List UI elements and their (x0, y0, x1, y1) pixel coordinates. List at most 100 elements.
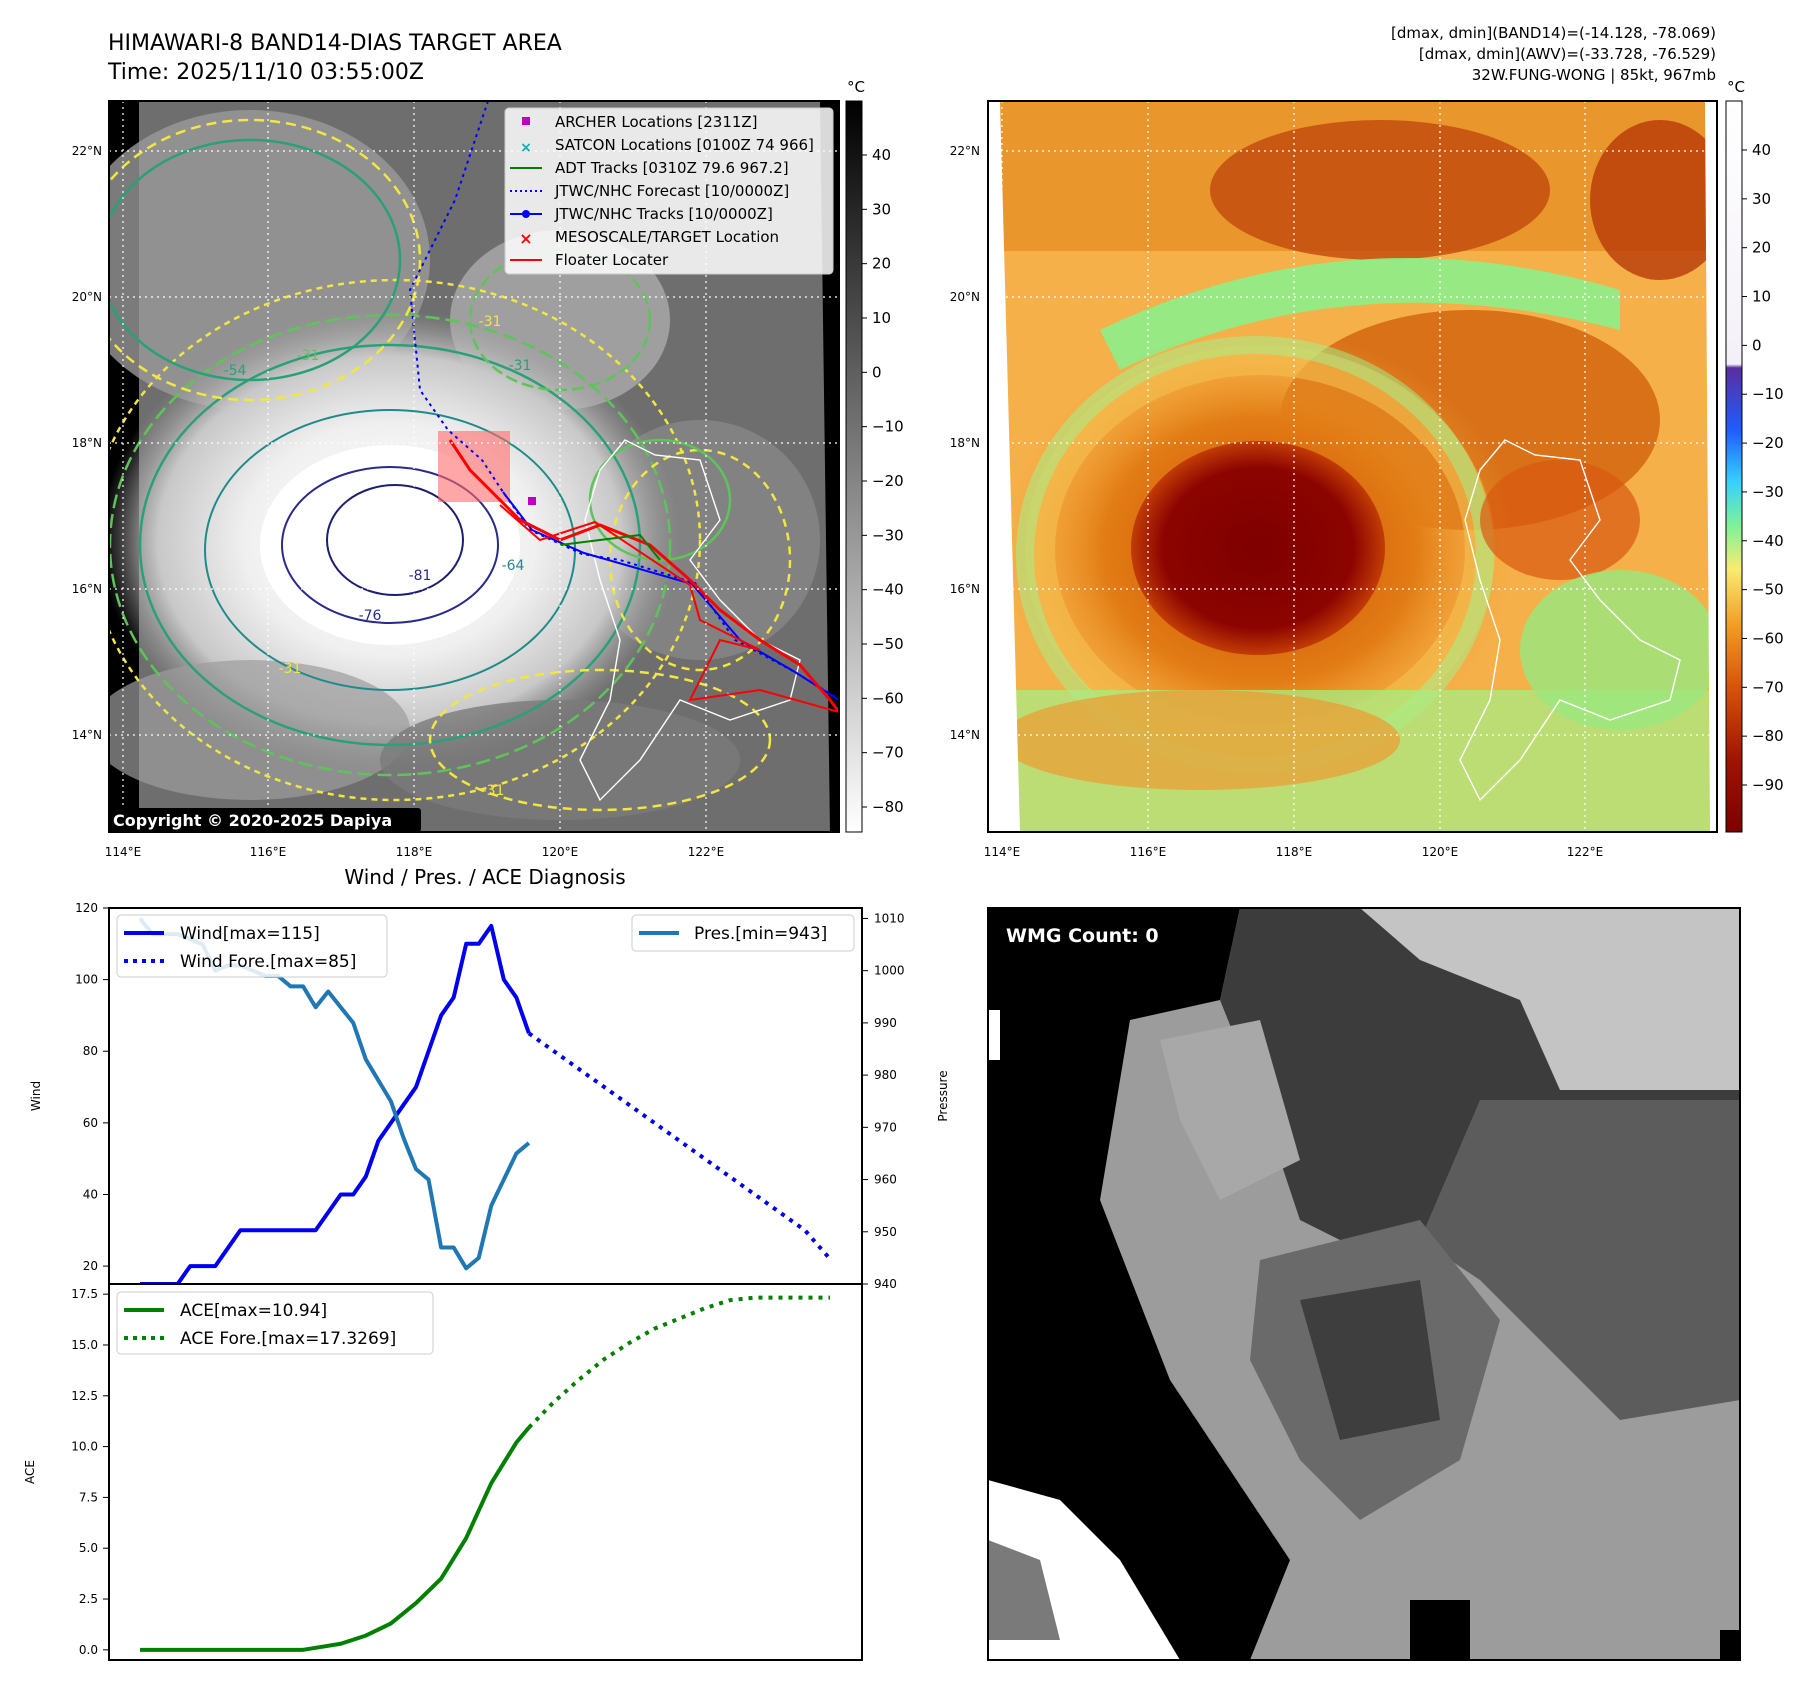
figure-time: Time: 2025/11/10 03:55:00Z (107, 60, 424, 85)
ace-tick-label: 5.0 (79, 1541, 98, 1555)
legend-ace: ACE[max=10.94] (180, 1301, 327, 1321)
legend-wind-fore: Wind Fore.[max=85] (180, 952, 356, 972)
colorbar-tick-label: 30 (1752, 190, 1771, 208)
colorbar-tick-label: −50 (872, 635, 904, 653)
lon-label: 114°E (984, 845, 1021, 859)
wmg-count-label: WMG Count: 0 (1006, 925, 1159, 947)
colorbar-tick-label: −20 (872, 472, 904, 490)
lat-label: 14°N (72, 728, 102, 742)
wmg-count-box (999, 920, 1181, 950)
wind-tick-label: 60 (83, 1116, 98, 1130)
lon-label: 114°E (105, 845, 142, 859)
ace-tick-label: 15.0 (71, 1338, 98, 1352)
legend-wind: Wind[max=115] (180, 924, 320, 944)
legend-jtwc-forecast: JTWC/NHC Forecast [10/0000Z] (554, 182, 789, 200)
awv-colorbar-ticks: 40 30 20 10 0 −10 −20 −30 −40 −50 −60 −70 −80 −90 (1742, 141, 1784, 794)
colorbar-tick-label: 20 (1752, 239, 1771, 257)
ace-tick-label: 2.5 (79, 1592, 98, 1606)
legend-pres: Pres.[min=943] (694, 924, 827, 944)
ir-colorbar (845, 100, 863, 833)
contour-label: -31 (479, 314, 502, 330)
ir-map-panel: -81 -76 -64 -31 -31 -31 -31 -54 -31 22°N… (72, 78, 904, 859)
pressure-legend (631, 914, 855, 952)
wind-tick-label: 20 (83, 1259, 98, 1273)
copyright-box (108, 808, 421, 832)
awv-stats: [dmax, dmin](AWV)=(-33.728, -76.529) (1419, 45, 1716, 63)
legend-ace-fore: ACE Fore.[max=17.3269] (180, 1329, 396, 1349)
ace-tick-label: 17.5 (71, 1287, 98, 1301)
colorbar-tick-label: −10 (1752, 385, 1784, 403)
storm-info: 32W.FUNG-WONG | 85kt, 967mb (1472, 66, 1716, 84)
legend-floater: Floater Locater (555, 251, 669, 269)
legend-adt: ADT Tracks [0310Z 79.6 967.2] (555, 159, 789, 177)
contour-label: -31 (297, 348, 320, 364)
wind-tick-label: 100 (75, 973, 98, 987)
wind-tick-label: 80 (83, 1044, 98, 1058)
colorbar-tick-label: 40 (1752, 141, 1771, 159)
wmg-imagery (988, 908, 1740, 1660)
adt-track (559, 533, 661, 561)
series-ace (140, 1426, 531, 1652)
ace-axis-label: ACE (23, 1460, 37, 1484)
satcon-legend-icon: × (520, 140, 532, 156)
colorbar-tick-label: −80 (1752, 727, 1784, 745)
wind-axis-label: Wind (29, 1081, 43, 1111)
copyright-text: Copyright © 2020-2025 Dapiya (113, 811, 392, 830)
contour-label: -81 (409, 568, 432, 584)
pressure-tick-label: 950 (874, 1225, 897, 1239)
pressure-tick-label: 1000 (874, 964, 905, 978)
lat-label: 20°N (950, 290, 980, 304)
figure-title: HIMAWARI-8 BAND14-DIAS TARGET AREA (108, 31, 562, 56)
colorbar-tick-label: −60 (1752, 629, 1784, 647)
contour-label: -64 (502, 558, 525, 574)
colorbar-tick-label: −40 (1752, 532, 1784, 550)
ace-legend (116, 1291, 434, 1355)
ace-tick-label: 7.5 (79, 1490, 98, 1504)
legend-satcon: SATCON Locations [0100Z 74 966] (555, 136, 814, 154)
awv-map-panel: 22°N 20°N 18°N 16°N 14°N 114°E 116°E 118… (950, 78, 1784, 859)
colorbar-tick-label: −30 (872, 526, 904, 544)
colorbar-tick-label: −30 (1752, 483, 1784, 501)
jtwc-forecast-track (408, 101, 839, 700)
lon-label: 122°E (688, 845, 725, 859)
wind-legend (116, 914, 388, 978)
ace-tick-label: 12.5 (71, 1389, 98, 1403)
colorbar-tick-label: 30 (872, 200, 891, 218)
lon-label: 116°E (250, 845, 287, 859)
colorbar-tick-label: 0 (1752, 336, 1762, 354)
colorbar-tick-label: 0 (872, 363, 882, 381)
colorbar-tick-label: −50 (1752, 581, 1784, 599)
target-box (438, 431, 510, 502)
band14-stats: [dmax, dmin](BAND14)=(-14.128, -78.069) (1391, 24, 1716, 42)
lon-label: 120°E (1422, 845, 1459, 859)
wmg-panel: WMG Count: 0 (987, 907, 1741, 1661)
colorbar-tick-label: −80 (872, 798, 904, 816)
mesoscale-legend-icon: × (519, 229, 532, 248)
lat-label: 18°N (950, 436, 980, 450)
diagnosis-title: Wind / Pres. / ACE Diagnosis (344, 865, 625, 889)
lat-label: 18°N (72, 436, 102, 450)
colorbar-tick-label: −70 (1752, 678, 1784, 696)
contour-label: -31 (482, 783, 505, 799)
colorbar-tick-label: 40 (872, 146, 891, 164)
series-ace-fore (527, 1295, 830, 1429)
colorbar-tick-label: −10 (872, 418, 904, 436)
lat-label: 14°N (950, 728, 980, 742)
ace-tick-label: 10.0 (71, 1440, 98, 1454)
wind-tick-label: 120 (75, 901, 98, 915)
pressure-tick-label: 970 (874, 1120, 897, 1134)
ir-colorbar-ticks: 40 30 20 10 0 −10 −20 −30 −40 −50 −60 −70 −80 (862, 146, 904, 816)
awv-colorbar-unit: °C (1727, 78, 1745, 96)
awv-colorbar (1725, 100, 1743, 833)
lat-label: 22°N (950, 144, 980, 158)
colorbar-tick-label: 10 (872, 309, 891, 327)
ace-chart: 17.5 15.0 12.5 10.0 7.5 5.0 2.5 0.0 ACE ACE[max… (23, 1283, 863, 1661)
wind-tick-label: 40 (83, 1187, 98, 1201)
pressure-tick-label: 940 (874, 1277, 897, 1291)
lat-label: 16°N (72, 582, 102, 596)
pressure-tick-label: 980 (874, 1068, 897, 1082)
ace-tick-label: 0.0 (79, 1643, 98, 1657)
pressure-tick-label: 990 (874, 1016, 897, 1030)
series-wind-fore (527, 1031, 832, 1261)
legend-jtwc-tracks: JTWC/NHC Tracks [10/0000Z] (554, 205, 773, 223)
